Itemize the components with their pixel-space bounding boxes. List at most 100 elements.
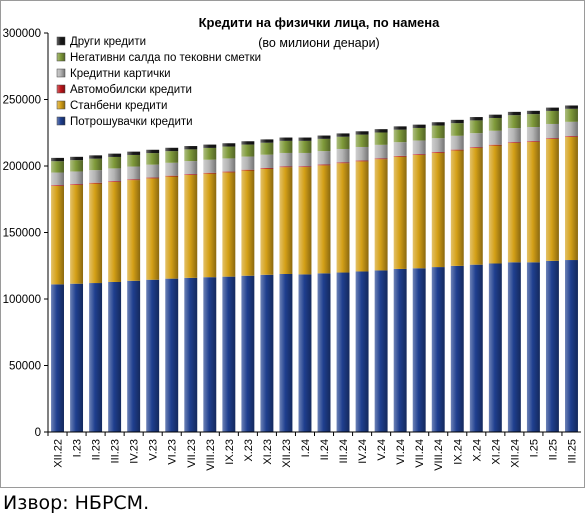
legend-label: Кредитни картички [70, 68, 171, 80]
bar-segment [222, 171, 236, 173]
x-tick-label: IX.23 [224, 439, 236, 465]
legend-swatch [56, 84, 66, 94]
bar-segment [336, 162, 350, 164]
bar-segment [108, 156, 122, 169]
bar-segment [70, 184, 84, 284]
bar-segment [393, 129, 407, 143]
x-tick-label: XII.22 [53, 439, 65, 468]
bar-segment [203, 172, 217, 174]
bar-segment [526, 127, 540, 142]
bar-segment [507, 142, 521, 143]
x-tick-label: XII.23 [281, 439, 293, 468]
bar-segment [336, 148, 350, 163]
bar-segment [241, 275, 255, 432]
bar-segment [412, 154, 426, 269]
y-tick-label: 150000 [3, 228, 41, 240]
bar-segment [469, 147, 483, 148]
legend-label: Автомобилски кредити [70, 84, 192, 96]
bar-segment [70, 156, 84, 161]
legend-swatch [56, 36, 66, 46]
bar-segment [374, 159, 388, 271]
x-tick-label: X.23 [243, 439, 255, 462]
bar-segment [355, 271, 369, 432]
bar-segment [146, 149, 160, 154]
bar-segment [317, 135, 331, 139]
bar-segment [355, 134, 369, 147]
axes-layer: 0 50000 100000 150000 200000 250000 300000 XII.… [3, 28, 581, 471]
bar-segment [70, 184, 84, 185]
x-tick-label: XI.23 [262, 439, 274, 465]
bar-segment [222, 146, 236, 159]
bar-segment [565, 136, 578, 137]
legend-swatch [56, 116, 66, 126]
chart-frame: Кредити на физички лица, по намена (во м… [0, 0, 585, 488]
bar-segment [393, 268, 407, 432]
bar-segment [336, 133, 350, 137]
x-tick-label: III.23 [110, 439, 122, 463]
x-tick-label: IX.24 [452, 439, 464, 465]
bar-segment [431, 267, 445, 432]
bar-segment [317, 273, 331, 432]
y-tick-label: 0 [35, 427, 41, 439]
bar-segment [450, 149, 464, 151]
bar-segment [545, 110, 559, 124]
x-tick-label: III.25 [566, 439, 578, 463]
x-tick-label: XI.24 [490, 439, 502, 465]
bar-segment [89, 283, 103, 432]
y-tick-label: 100000 [3, 294, 41, 306]
bar-segment [393, 142, 407, 156]
legend-label: Негативни салда по тековни сметки [70, 52, 261, 64]
bar-segment [488, 130, 502, 145]
bar-segment [545, 138, 559, 139]
bar-segment [507, 115, 521, 129]
bar-segment [526, 114, 540, 128]
bar-segment [108, 281, 122, 432]
bar-segment [488, 114, 502, 118]
x-tick-label: III.24 [338, 439, 350, 463]
bar-segment [317, 151, 331, 165]
bar-segment [241, 144, 255, 157]
bar-segment [336, 136, 350, 149]
legend-label: Други кредити [70, 36, 146, 48]
bar-segment [241, 156, 255, 170]
legend-swatch [56, 100, 66, 110]
bar-segment [108, 168, 122, 182]
bar-segment [545, 260, 559, 432]
bar-segment [51, 157, 64, 162]
bar-segment [431, 138, 445, 153]
bar-segment [165, 278, 179, 432]
bar-segment [279, 167, 293, 274]
bar-segment [317, 165, 331, 274]
bar-segment [108, 153, 122, 157]
bar-segment [488, 263, 502, 432]
x-tick-label: II.25 [547, 439, 559, 460]
x-tick-label: X.24 [471, 439, 483, 462]
bar-segment [184, 161, 198, 175]
bar-segment [488, 144, 502, 146]
source-note: Извор: НБРСМ. [3, 492, 150, 514]
bar-segment [355, 160, 369, 162]
bar-segment [165, 147, 179, 152]
x-tick-label: II.24 [319, 439, 331, 460]
bar-segment [507, 111, 521, 116]
bar-segment [450, 150, 464, 266]
bar-segment [184, 174, 198, 175]
bar-segment [545, 139, 559, 261]
bar-segment [526, 141, 540, 142]
bar-segment [184, 174, 198, 278]
bar-segment [127, 166, 141, 180]
bar-segment [298, 167, 312, 275]
bar-segment [165, 151, 179, 163]
bar-segment [545, 123, 559, 139]
bar-segment [317, 164, 331, 166]
bar-segment [165, 175, 179, 177]
bar-segment [184, 149, 198, 162]
bar-segment [526, 262, 540, 432]
bar-segment [241, 170, 255, 276]
bar-segment [165, 176, 179, 279]
bar-segment [51, 172, 64, 186]
bar-segment [70, 160, 84, 172]
y-tick-label: 300000 [3, 28, 41, 40]
bar-segment [355, 131, 369, 135]
bar-segment [203, 144, 217, 148]
